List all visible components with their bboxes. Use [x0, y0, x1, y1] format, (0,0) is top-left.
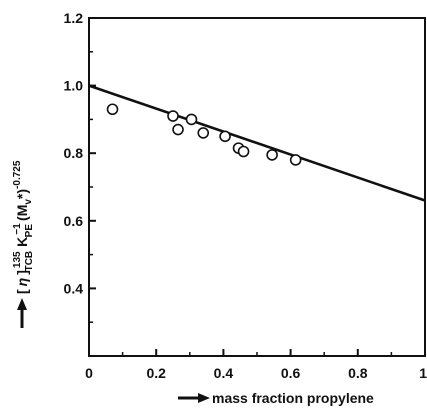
x-axis-title: mass fraction propylene: [212, 390, 374, 406]
ylab-temp-sup: 135: [12, 251, 23, 268]
y-axis-title-group: [ η] 135TCB K −1PE (Mv*)-0.725: [12, 160, 35, 328]
plot-frame: [88, 17, 426, 357]
ylab-exponent: -0.725: [12, 160, 23, 189]
data-point: [106, 103, 119, 116]
y-tick-label: 0.8: [64, 145, 84, 161]
ylab-bracket-close: ]: [14, 270, 30, 275]
ylab-star-close: *): [14, 189, 30, 199]
data-points: [106, 103, 302, 166]
fit-line: [88, 84, 426, 202]
x-tick-label: 0.8: [348, 365, 368, 381]
x-tick-label: 0.6: [281, 365, 301, 381]
ylab-solvent-sub: TCB: [24, 251, 35, 272]
ylab-k-sub: PE: [24, 224, 35, 238]
y-tick-label: 1.0: [64, 78, 84, 94]
ylab-eta: η: [14, 278, 30, 287]
y-tick-label: 0.4: [64, 280, 84, 296]
x-tick-label: 0.2: [146, 365, 166, 381]
y-axis-arrow-icon: [17, 298, 27, 328]
x-tick-label: 0: [85, 365, 93, 381]
data-point: [289, 154, 302, 166]
ylab-k: K: [14, 237, 30, 247]
x-axis-title-group: mass fraction propylene: [178, 390, 374, 406]
y-tick-label: 1.2: [64, 10, 84, 26]
fit-line-group: [88, 84, 426, 202]
ylab-bracket-open: [: [14, 289, 30, 294]
y-axis-title: [ η] 135TCB K −1PE (Mv*)-0.725: [12, 160, 35, 294]
ylab-v-sub: v: [23, 199, 34, 205]
ylab-k-exp: −1: [12, 223, 23, 235]
y-axis-ticks: 1.2 1.0 0.8 0.6 0.4: [64, 10, 96, 357]
data-point: [172, 123, 184, 136]
data-point: [185, 113, 198, 126]
x-axis-arrow-icon: [178, 393, 210, 403]
ylab-m-open: (M: [14, 205, 30, 221]
data-point: [237, 145, 250, 158]
x-axis-ticks: 0 0.2 0.4 0.6 0.8 1: [85, 349, 427, 381]
data-point: [197, 127, 210, 139]
x-tick-label: 1: [419, 365, 427, 381]
y-tick-label: 0.6: [64, 213, 84, 229]
data-point: [219, 130, 231, 143]
data-point: [167, 110, 179, 122]
data-point: [266, 149, 278, 161]
x-tick-label: 0.4: [214, 365, 234, 381]
plot-border: [88, 17, 426, 357]
